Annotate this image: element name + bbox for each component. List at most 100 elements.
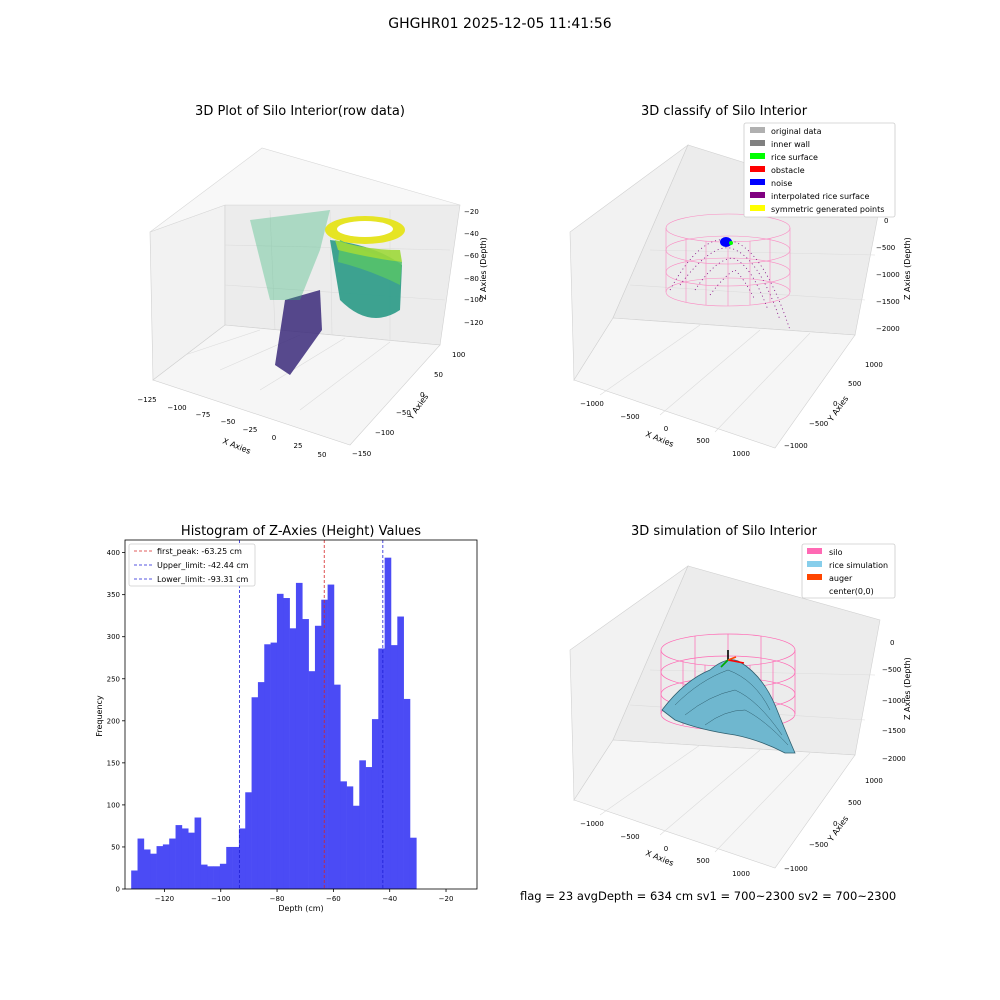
panel1-z-tick: −100 bbox=[464, 296, 483, 304]
histogram-bar bbox=[270, 642, 278, 889]
panel2-z-label: Z Axies (Depth) bbox=[903, 237, 912, 300]
legend-label-rice-simulation: rice simulation bbox=[829, 561, 888, 570]
histogram-x-tick-label: −100 bbox=[211, 895, 230, 903]
legend-label-lower-limit: Lower_limit: -93.31 cm bbox=[157, 575, 249, 584]
histogram-bar bbox=[213, 866, 221, 889]
histogram-y-tick-label: 0 bbox=[116, 886, 120, 894]
panel4-3d-simulation: −1000 −500 0 500 1000 1000 500 0 −500 −1… bbox=[569, 543, 912, 878]
legend-label-symmetric-generated-points: symmetric generated points bbox=[771, 205, 884, 214]
panel1-x-tick: 50 bbox=[318, 451, 327, 459]
histogram-bar bbox=[378, 648, 385, 889]
panel4-title: 3D simulation of Silo Interior bbox=[631, 524, 817, 539]
panel1-x-tick: −125 bbox=[137, 396, 156, 404]
panel1-y-tick: −100 bbox=[375, 429, 394, 437]
histogram-bar bbox=[409, 837, 417, 889]
panel2-z-tick: −2000 bbox=[876, 325, 900, 333]
panel2-y-tick: 500 bbox=[848, 380, 861, 388]
histogram-legend: first_peak: -63.25 cm Upper_limit: -42.4… bbox=[128, 543, 256, 587]
legend-label-silo: silo bbox=[829, 548, 843, 557]
panel2-y-tick: 0 bbox=[833, 400, 837, 408]
panel4-y-tick: −500 bbox=[809, 841, 828, 849]
panel4-z-label: Z Axies (Depth) bbox=[903, 657, 912, 720]
legend-swatch-interpolated-rice-surface bbox=[750, 192, 765, 198]
panel4-x-tick: 0 bbox=[664, 845, 668, 853]
histogram-bar bbox=[175, 825, 183, 889]
histogram-y-tick-label: 50 bbox=[111, 843, 120, 851]
panel2-x-tick: −500 bbox=[620, 413, 639, 421]
panel1-z-tick: −80 bbox=[464, 275, 479, 283]
legend-label-rice-surface: rice surface bbox=[771, 153, 818, 162]
panel4-y-tick: 0 bbox=[833, 820, 837, 828]
panel1-y-tick: 100 bbox=[452, 351, 465, 359]
histogram-bar bbox=[156, 846, 164, 889]
panel1-title: 3D Plot of Silo Interior(row data) bbox=[195, 104, 405, 119]
legend-label-center: center(0,0) bbox=[829, 587, 874, 596]
panel4-x-tick: 1000 bbox=[732, 870, 750, 878]
histogram-x-ticks: −120 −100 −80 −60 −40 −20 bbox=[155, 889, 454, 903]
panel2-axis-ticks: −1000 −500 0 500 1000 1000 500 0 −500 −1… bbox=[580, 217, 900, 458]
panel1-y-label: Y Axies bbox=[406, 392, 431, 422]
histogram-axes-frame bbox=[124, 539, 478, 890]
histogram-chart: −120 −100 −80 −60 −40 −20 0 50 100 150 200 250 300 3… bbox=[95, 539, 478, 913]
histogram-y-ticks: 0 50 100 150 200 250 300 350 400 bbox=[107, 549, 125, 894]
histogram-bar bbox=[371, 719, 379, 889]
histogram-bar bbox=[384, 557, 392, 889]
panel4-y-label: Y Axies bbox=[826, 814, 851, 844]
panel2-z-tick: 0 bbox=[884, 217, 888, 225]
legend-label-interpolated-rice-surface: interpolated rice surface bbox=[771, 192, 869, 201]
histogram-bar bbox=[333, 684, 341, 889]
panel4-y-tick: −1000 bbox=[784, 865, 808, 873]
panel2-title: 3D classify of Silo Interior bbox=[640, 104, 808, 119]
histogram-bar bbox=[327, 584, 335, 889]
panel1-axis-ticks: −125 −100 −75 −50 −25 0 25 50 100 50 0 −… bbox=[137, 208, 483, 459]
histogram-bar bbox=[188, 832, 195, 889]
panel1-z-tick: −40 bbox=[464, 230, 479, 238]
histogram-bar bbox=[169, 838, 176, 889]
histogram-bar bbox=[238, 828, 246, 889]
panel1-x-tick: 0 bbox=[272, 434, 276, 442]
histogram-bar bbox=[194, 817, 202, 889]
panel2-3d-classify: −1000 −500 0 500 1000 1000 500 0 −500 −1… bbox=[569, 122, 912, 458]
panel2-interpolated-surface bbox=[669, 239, 791, 331]
histogram-bar bbox=[302, 619, 309, 889]
panel2-x-tick: 0 bbox=[664, 425, 668, 433]
panel4-x-tick: 500 bbox=[696, 857, 709, 865]
panel1-z-tick: −60 bbox=[464, 252, 479, 260]
histogram-bar bbox=[397, 616, 404, 889]
panel2-y-label: Y Axies bbox=[826, 394, 851, 424]
histogram-x-tick-label: −40 bbox=[382, 895, 397, 903]
histogram-y-tick-label: 200 bbox=[107, 717, 120, 725]
panel2-y-tick: 1000 bbox=[865, 361, 883, 369]
histogram-bar bbox=[245, 792, 252, 889]
histogram-bar bbox=[390, 645, 398, 889]
histogram-x-tick-label: −80 bbox=[270, 895, 285, 903]
panel2-z-tick: −1000 bbox=[876, 271, 900, 279]
panel2-z-tick: −1500 bbox=[876, 298, 900, 306]
histogram-y-tick-label: 250 bbox=[107, 675, 120, 683]
histogram-bar bbox=[295, 582, 303, 889]
figure-title: GHGHR01 2025-12-05 11:41:56 bbox=[388, 16, 612, 32]
status-line: flag = 23 avgDepth = 634 cm sv1 = 700~23… bbox=[520, 889, 897, 903]
panel2-y-tick: −500 bbox=[809, 420, 828, 428]
panel4-x-tick: −500 bbox=[620, 833, 639, 841]
panel1-x-tick: −50 bbox=[221, 418, 236, 426]
histogram-bar bbox=[150, 853, 157, 889]
histogram-bars bbox=[131, 557, 417, 889]
histogram-x-tick-label: −20 bbox=[439, 895, 454, 903]
legend-label-noise: noise bbox=[771, 179, 792, 188]
panel2-x-tick: −1000 bbox=[580, 400, 604, 408]
histogram-bar bbox=[403, 698, 411, 889]
panel1-x-tick: −25 bbox=[243, 426, 258, 434]
histogram-x-label: Depth (cm) bbox=[278, 904, 323, 913]
histogram-x-tick-label: −120 bbox=[155, 895, 174, 903]
panel2-legend: original data inner wall rice surface ob… bbox=[743, 122, 896, 218]
histogram-bar bbox=[359, 760, 366, 889]
histogram-bar bbox=[289, 628, 297, 889]
panel4-x-tick: −1000 bbox=[580, 820, 604, 828]
histogram-y-label: Frequency bbox=[95, 695, 104, 737]
panel2-x-label: X Axies bbox=[644, 430, 675, 449]
histogram-bar bbox=[131, 870, 138, 889]
histogram-bar bbox=[251, 697, 259, 889]
histogram-vlines bbox=[239, 540, 384, 889]
legend-swatch-noise bbox=[750, 179, 765, 185]
